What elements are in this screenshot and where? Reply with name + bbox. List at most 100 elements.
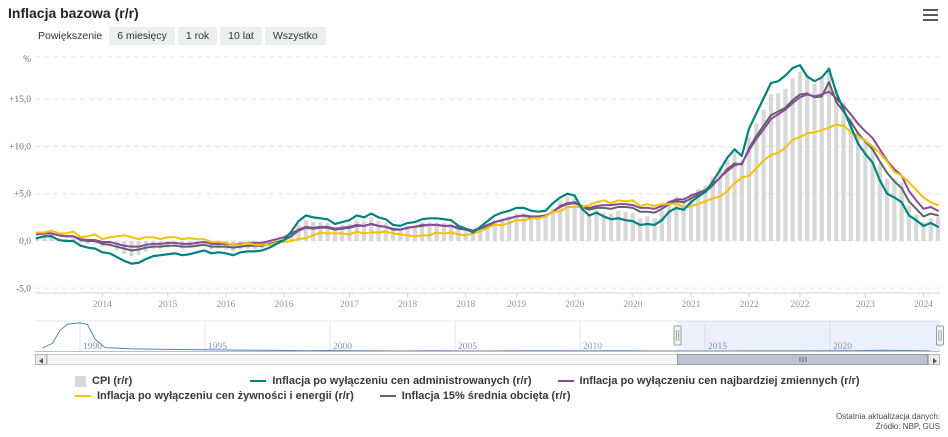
cpi-bar [209, 241, 214, 250]
cpi-bar [202, 241, 207, 246]
x-axis-tick-label: 2020 [565, 300, 584, 310]
x-axis-tick-label: 2022 [790, 300, 809, 310]
y-axis-tick-label: 0,0 [19, 237, 31, 247]
cpi-bar [71, 238, 76, 241]
footer-source: Źródło: NBP, GUS [875, 422, 940, 431]
y-axis-tick-label: +10,0 [9, 142, 31, 152]
chart-title: Inflacja bazowa (r/r) [8, 5, 139, 21]
context-menu-button[interactable] [919, 6, 941, 24]
y-axis-tick-label: +5,0 [14, 190, 31, 200]
scrollbar-grip-icon [799, 357, 806, 362]
main-plot-area[interactable]: -5,0 0,0 +5,0 +10,0 +15,0% 2014 2015 2016 2016 20… [0, 50, 948, 312]
cpi-bar [659, 210, 664, 241]
cpi-bar [754, 123, 759, 241]
x-axis-tick-label: 2023 [856, 300, 875, 310]
range-button-all[interactable]: Wszystko [264, 27, 326, 45]
cpi-bar [645, 216, 650, 241]
legend-item-label: CPI (r/r) [92, 375, 133, 387]
cpi-bar [420, 222, 425, 241]
x-axis-tick-label: 2018 [398, 300, 417, 310]
cpi-bar [637, 218, 643, 241]
navigator-year-label: 2020 [833, 342, 852, 352]
cpi-bar [688, 193, 694, 241]
navigator-right-handle[interactable] [936, 325, 944, 346]
scrollbar-right-arrow-icon[interactable] [928, 354, 940, 365]
footer-last-update: Ostatnia aktualizacja danych: [835, 412, 940, 421]
cpi-bar [572, 197, 577, 241]
cpi-bar [405, 225, 410, 241]
cpi-bar [746, 136, 752, 241]
cpi-bar [739, 160, 744, 241]
cpi-bar [369, 217, 374, 241]
scrollbar-left-arrow-icon[interactable] [35, 354, 47, 365]
cpi-bar [732, 152, 737, 241]
legend-line-marker-icon [250, 379, 267, 383]
cpi-bar [834, 88, 839, 241]
cpi-bar [136, 241, 141, 256]
scrollbar-thumb[interactable] [677, 354, 928, 365]
cpi-bar [143, 241, 149, 252]
cpi-bar [441, 223, 447, 241]
legend-item[interactable]: Inflacja 15% średnia obcięta (r/r) [379, 389, 570, 403]
x-axis-tick-label: 2021 [681, 300, 700, 310]
cpi-bar [129, 241, 134, 257]
y-axis-tick-label: -5,0 [16, 284, 31, 294]
range-button-6m[interactable]: 6 miesięcy [109, 27, 175, 45]
cpi-bar [601, 212, 606, 241]
cpi-bar [608, 213, 614, 241]
x-axis-tick-label: 2015 [158, 300, 177, 310]
cpi-bar [776, 93, 781, 241]
navigator[interactable]: 1990 1995 2000 2005 2010 2015 2020 [0, 320, 948, 354]
legend: CPI (r/r) Inflacja po wyłączeniu cen admi… [75, 374, 947, 403]
range-button-1y[interactable]: 1 rok [177, 27, 218, 45]
cpi-bar [231, 241, 236, 252]
cpi-bar [863, 138, 868, 241]
legend-item[interactable]: Inflacja po wyłączeniu cen administrowan… [250, 374, 532, 388]
cpi-bar [790, 78, 795, 242]
cpi-bar [681, 199, 686, 241]
cpi-bar [223, 241, 229, 250]
x-axis-tick-label: 2024 [914, 300, 933, 310]
navigator-selected-range[interactable] [677, 321, 941, 351]
x-axis-tick-label: 2014 [93, 300, 112, 310]
cpi-bar [921, 222, 926, 241]
x-axis-tick-label: 2022 [740, 300, 759, 310]
legend-item[interactable]: CPI (r/r) [75, 374, 132, 388]
cpi-bar [812, 84, 817, 241]
cpi-bar [492, 220, 497, 241]
range-selector: Powiększenie 6 miesięcy 1 rok 10 lat Wsz… [38, 27, 329, 45]
cpi-bar [412, 224, 417, 241]
navigator-left-handle[interactable] [673, 325, 682, 346]
cpi-bar [877, 163, 882, 241]
x-axis-tick-label: 2016 [275, 300, 294, 310]
cpi-bar [914, 214, 919, 241]
cpi-bar [703, 185, 708, 241]
cpi-bar [710, 176, 715, 241]
cpi-bar [616, 210, 621, 241]
cpi-bar [696, 188, 701, 241]
legend-item[interactable]: Inflacja po wyłączeniu cen najbardziej z… [557, 374, 860, 388]
cpi-bar [536, 217, 541, 241]
legend-item-label: Inflacja po wyłączeniu cen żywności i en… [97, 390, 354, 402]
cpi-bar [427, 222, 432, 241]
zoom-label: Powiększenie [38, 30, 103, 42]
scrollbar [0, 354, 948, 366]
legend-item[interactable]: Inflacja po wyłączeniu cen żywności i en… [75, 389, 354, 403]
cpi-bar [499, 218, 505, 241]
cpi-bar [717, 167, 723, 241]
x-axis-tick-label: 2016 [216, 300, 235, 310]
cpi-bar [543, 216, 548, 241]
cpi-bar [892, 178, 897, 241]
cpi-bar [935, 217, 941, 241]
navigator-year-label: 2005 [458, 342, 477, 352]
cpi-bar [42, 234, 47, 241]
footer-note: Ostatnia aktualizacja danych: Źródło: NB… [836, 412, 940, 432]
cpi-bar [550, 208, 555, 241]
x-axis-tick-label: 2017 [340, 300, 359, 310]
legend-line-marker-icon [557, 379, 574, 383]
range-button-10y[interactable]: 10 lat [220, 27, 262, 45]
cpi-bar [361, 221, 367, 241]
x-axis-tick-label: 2018 [456, 300, 475, 310]
legend-square-marker-icon [75, 375, 86, 387]
